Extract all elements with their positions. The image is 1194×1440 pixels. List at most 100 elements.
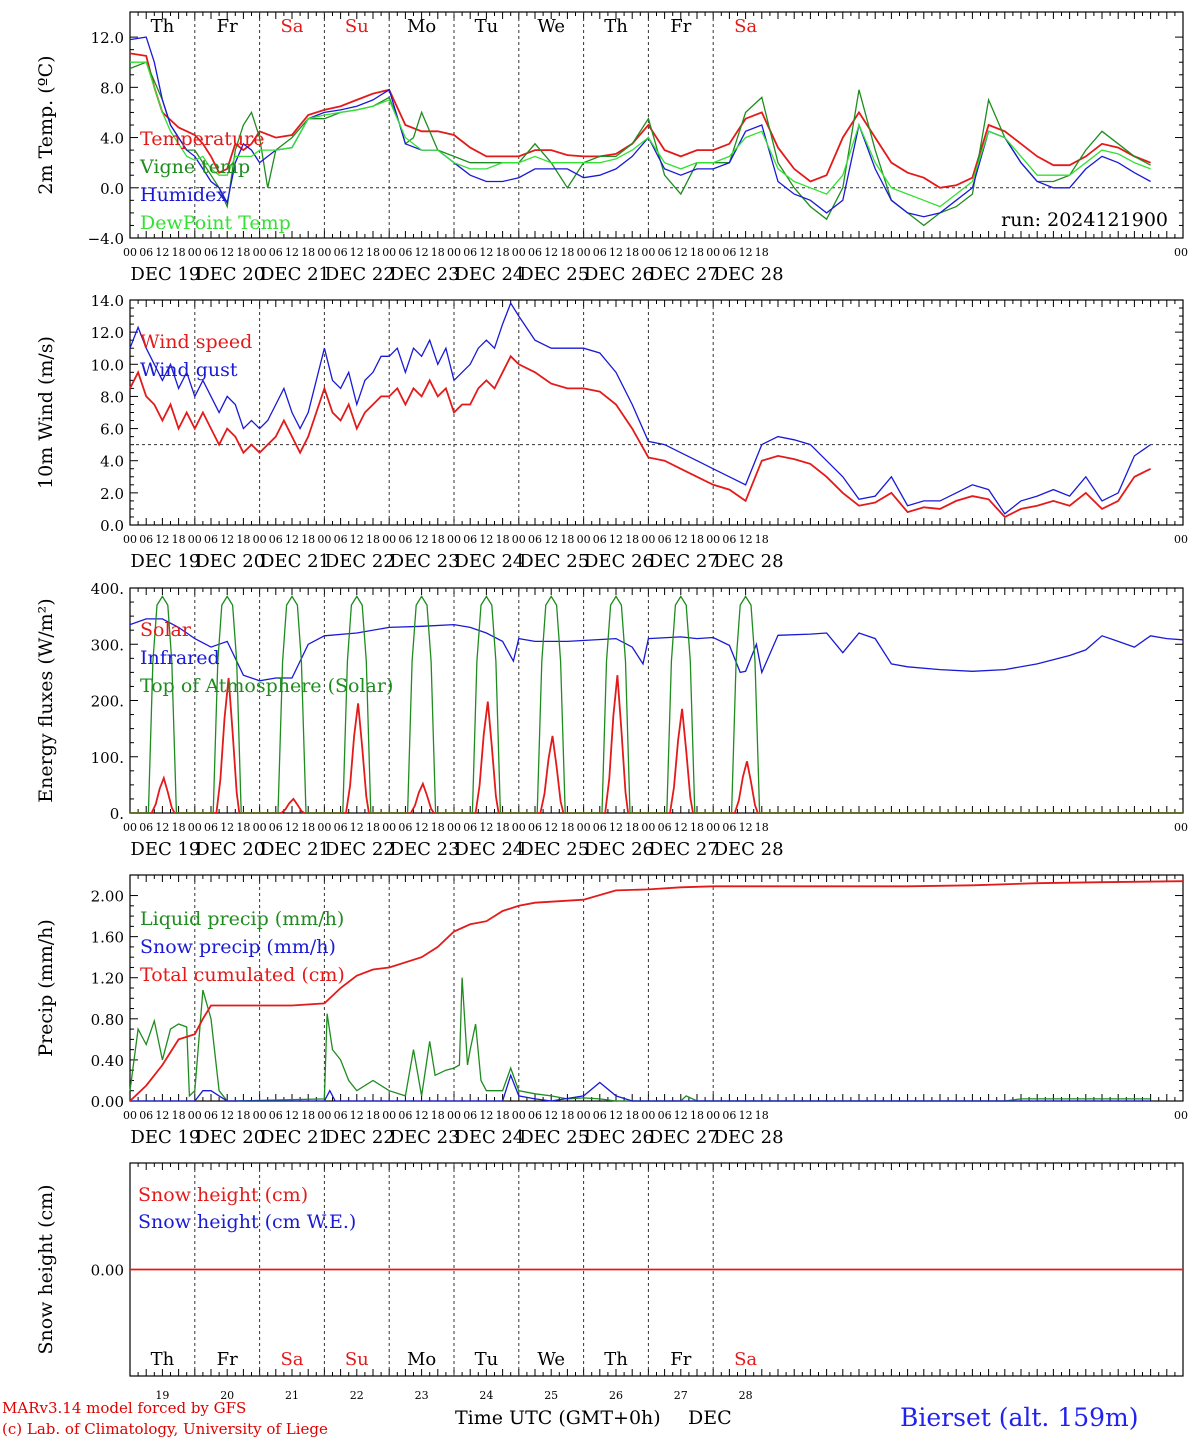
hour-label: 06 — [139, 533, 153, 546]
hour-label: 18 — [560, 821, 574, 834]
date-label: DEC 28 — [714, 1127, 784, 1148]
day-number: 23 — [415, 1389, 429, 1402]
date-label: DEC 20 — [195, 839, 265, 860]
hour-label: 06 — [528, 246, 542, 259]
hour-label: 12 — [544, 821, 558, 834]
hour-label: 18 — [301, 1109, 315, 1122]
date-label: DEC 26 — [584, 551, 654, 572]
panel-5: 0.00 Snow height (cm) Snow height (cm) Snow… — [35, 1162, 1184, 1377]
hour-label: 12 — [415, 1109, 429, 1122]
y-tick-label: 0. — [110, 805, 124, 823]
series-total-cumulated-cm — [129, 880, 1184, 1102]
series-wind-gust — [129, 301, 1151, 515]
hour-label: 06 — [204, 1109, 218, 1122]
hour-label: 06 — [658, 1109, 672, 1122]
hour-label: 12 — [350, 1109, 364, 1122]
hour-label: 00 — [512, 1109, 526, 1122]
hour-label: 06 — [398, 821, 412, 834]
hour-label: 18 — [496, 821, 510, 834]
hour-label: 06 — [463, 821, 477, 834]
series-top-of-atmosphere-solar — [130, 595, 1183, 814]
hour-label: 00 — [447, 1109, 461, 1122]
hour-label: 18 — [366, 246, 380, 259]
hour-label: 00 — [382, 533, 396, 546]
y-tick-label: 8.0 — [100, 79, 124, 97]
panel-frame — [129, 587, 1184, 814]
y-tick-label: 14.0 — [91, 292, 124, 310]
hour-label: 06 — [139, 821, 153, 834]
hour-label: 06 — [334, 1109, 348, 1122]
hour-label: 06 — [722, 533, 736, 546]
hour-label: 06 — [593, 821, 607, 834]
hour-label: 00 — [1174, 246, 1188, 259]
hour-label: 12 — [285, 1109, 299, 1122]
hour-label: 00 — [188, 821, 202, 834]
hour-label: 18 — [366, 821, 380, 834]
hour-label: 06 — [334, 821, 348, 834]
hour-label: 00 — [1174, 533, 1188, 546]
station-name: Bierset (alt. 159m) — [900, 1403, 1139, 1432]
day-number: 20 — [220, 1389, 234, 1402]
legend-entry: Temperature — [140, 128, 264, 150]
hour-label: 12 — [609, 821, 623, 834]
hour-label: 06 — [463, 1109, 477, 1122]
hour-label: 18 — [625, 821, 639, 834]
hour-label: 18 — [496, 1109, 510, 1122]
hour-label: 12 — [544, 1109, 558, 1122]
hour-label: 06 — [139, 246, 153, 259]
y-tick-label: 0.80 — [91, 1011, 124, 1029]
weekday-label: Fr — [217, 1349, 238, 1370]
y-tick-label: 0.0 — [100, 180, 124, 198]
hour-label: 18 — [236, 533, 250, 546]
hour-label: 18 — [172, 246, 186, 259]
legend-entry: Vigne temp — [139, 156, 250, 178]
hour-label: 12 — [479, 1109, 493, 1122]
hour-label: 06 — [593, 1109, 607, 1122]
legend-entry: Wind speed — [140, 331, 252, 353]
hour-label: 00 — [382, 1109, 396, 1122]
hour-label: 18 — [431, 1109, 445, 1122]
hour-label: 12 — [350, 533, 364, 546]
date-label: DEC 26 — [584, 839, 654, 860]
hour-label: 06 — [269, 821, 283, 834]
weekday-label: Tu — [475, 16, 499, 37]
hour-label: 06 — [269, 246, 283, 259]
panel-3: 0. 100. 200. 300. 400. Energy fluxes (W/m²) So… — [35, 580, 1188, 860]
date-label: DEC 26 — [584, 264, 654, 285]
panel-frame — [129, 299, 1184, 526]
date-label: DEC 22 — [325, 839, 395, 860]
day-number: 28 — [739, 1389, 753, 1402]
date-label: DEC 23 — [390, 551, 460, 572]
y-tick-label: 0.40 — [91, 1052, 124, 1070]
legend-entry: Liquid precip (mm/h) — [140, 908, 344, 930]
date-label: DEC 24 — [454, 551, 524, 572]
hour-label: 00 — [123, 821, 137, 834]
hour-label: 18 — [625, 533, 639, 546]
hour-label: 12 — [739, 1109, 753, 1122]
weekday-label: Fr — [217, 16, 238, 37]
series-infrared — [129, 618, 1184, 682]
hour-label: 18 — [560, 1109, 574, 1122]
hour-label: 12 — [609, 1109, 623, 1122]
date-label: DEC 19 — [130, 551, 200, 572]
y-axis-label: 10m Wind (m/s) — [35, 336, 57, 489]
hour-label: 18 — [366, 1109, 380, 1122]
weekday-label: Sa — [734, 16, 757, 37]
date-label: DEC 28 — [714, 839, 784, 860]
y-tick-label: 1.20 — [91, 970, 124, 988]
date-label: DEC 19 — [130, 839, 200, 860]
day-number: 27 — [674, 1389, 688, 1402]
weekday-label: Su — [345, 16, 369, 37]
date-label: DEC 19 — [130, 1127, 200, 1148]
hour-label: 12 — [220, 246, 234, 259]
date-label: DEC 22 — [325, 1127, 395, 1148]
hour-label: 06 — [269, 1109, 283, 1122]
hour-label: 00 — [382, 246, 396, 259]
hour-label: 00 — [1174, 1109, 1188, 1122]
date-label: DEC 26 — [584, 1127, 654, 1148]
hour-label: 12 — [220, 533, 234, 546]
hour-label: 00 — [641, 246, 655, 259]
hour-label: 06 — [334, 533, 348, 546]
hour-label: 12 — [220, 821, 234, 834]
hour-label: 06 — [204, 821, 218, 834]
